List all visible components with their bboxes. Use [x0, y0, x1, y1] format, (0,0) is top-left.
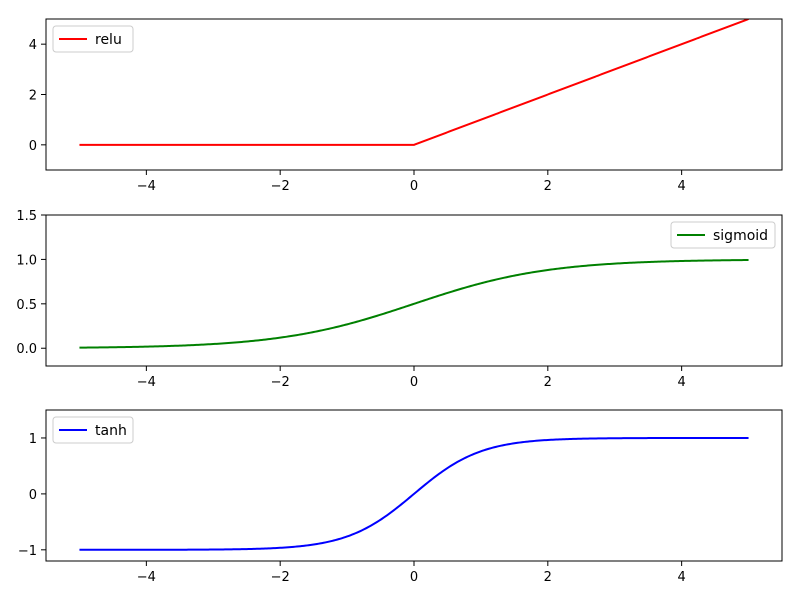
x-tick-label: −4	[137, 179, 156, 194]
x-tick-label: 0	[410, 570, 418, 585]
x-tick-label: 4	[677, 570, 685, 585]
legend-label: tanh	[95, 423, 127, 439]
y-tick-label: 1	[29, 432, 37, 447]
legend: tanh	[52, 416, 134, 444]
series-line-tanh	[79, 436, 749, 551]
y-tick-label: 4	[29, 38, 37, 53]
series-line-relu	[79, 19, 749, 146]
axes-frame-relu	[45, 18, 783, 171]
legend-label: sigmoid	[713, 228, 768, 244]
subplot-relu: −4 −2 0 2 4 0 2 4 relu	[29, 18, 783, 194]
y-tick-label: 1.0	[16, 253, 37, 268]
x-tick-label: 2	[544, 570, 552, 585]
legend-box	[52, 25, 134, 53]
x-tick-label: 2	[544, 179, 552, 194]
y-tick-label: −1	[18, 544, 37, 559]
x-tick-label: 4	[677, 375, 685, 390]
x-tick-label: −4	[137, 570, 156, 585]
legend: sigmoid	[670, 221, 776, 249]
x-tick-label: 4	[677, 179, 685, 194]
subplot-sigmoid: −4 −2 0 2 4 0.0 0.5 1.0 1.5 sigmoid	[16, 209, 783, 390]
legend-label: relu	[95, 32, 122, 48]
legend-box	[670, 221, 776, 249]
axes-frame-tanh	[45, 409, 783, 562]
x-tick-label: −2	[271, 570, 290, 585]
y-tick-label: 2	[29, 89, 37, 104]
subplot-tanh: −4 −2 0 2 4 −1 0 1 tanh	[18, 409, 783, 585]
series-line-sigmoid	[79, 259, 749, 349]
y-tick-label: 0	[29, 139, 37, 154]
y-tick-label: 0.5	[16, 298, 37, 313]
x-tick-label: 0	[410, 179, 418, 194]
y-tick-label: 1.5	[16, 209, 37, 224]
y-tick-label: 0.0	[16, 342, 37, 357]
x-tick-label: −2	[271, 179, 290, 194]
x-tick-label: 0	[410, 375, 418, 390]
legend-box	[52, 416, 134, 444]
y-tick-label: 0	[29, 488, 37, 503]
x-tick-label: −2	[271, 375, 290, 390]
legend: relu	[52, 25, 134, 53]
x-tick-label: −4	[137, 375, 156, 390]
x-tick-label: 2	[544, 375, 552, 390]
